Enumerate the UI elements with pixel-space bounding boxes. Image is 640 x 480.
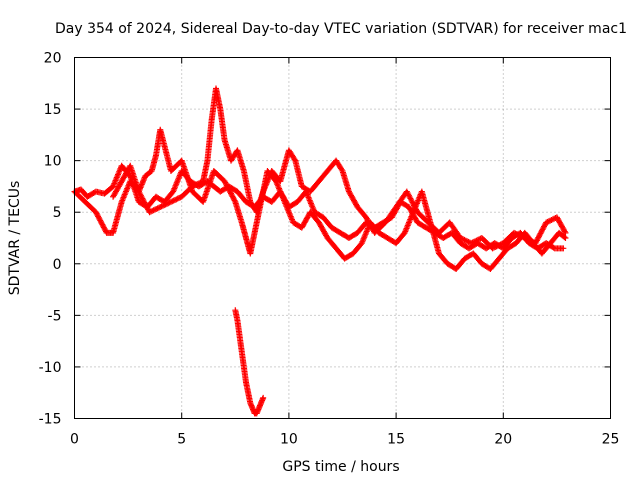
data-point-marker — [153, 205, 160, 212]
data-point-marker — [560, 245, 567, 252]
data-point-marker — [493, 243, 500, 250]
data-point-marker — [494, 242, 501, 249]
data-point-marker — [457, 235, 464, 241]
data-point-marker — [291, 156, 298, 163]
data-point-marker — [489, 245, 496, 252]
data-point-marker — [197, 179, 204, 186]
y-tick-label: -15 — [39, 412, 62, 428]
data-point-marker — [464, 238, 471, 245]
data-point-marker — [458, 235, 465, 242]
data-point-marker — [338, 166, 345, 173]
y-tick-label: 5 — [53, 205, 62, 221]
data-point-marker — [548, 216, 555, 223]
series-track-b — [71, 85, 569, 252]
data-point-marker — [513, 231, 520, 238]
series-track-d — [232, 307, 267, 417]
data-point-marker — [165, 200, 172, 207]
chart-title: Day 354 of 2024, Sidereal Day-to-day VTE… — [55, 21, 627, 37]
data-point-marker — [474, 236, 481, 243]
data-point-marker — [550, 244, 557, 251]
data-point-marker — [158, 203, 165, 210]
grid-layer — [74, 57, 611, 419]
data-point-marker — [462, 237, 469, 244]
data-point-marker — [167, 198, 174, 205]
x-tick-label: 0 — [70, 432, 79, 448]
data-point-marker — [511, 229, 518, 236]
y-tick-label: 20 — [44, 51, 62, 67]
data-point-marker — [157, 204, 164, 211]
y-tick-label: 0 — [53, 257, 62, 273]
data-point-marker — [147, 208, 154, 215]
data-point-marker — [492, 244, 499, 251]
data-point-marker — [176, 195, 183, 202]
x-tick-label: 25 — [602, 432, 620, 448]
data-point-marker — [460, 236, 467, 243]
data-point-marker — [260, 394, 267, 401]
data-point-marker — [472, 238, 479, 245]
data-point-marker — [146, 209, 153, 216]
y-tick-label: -10 — [39, 360, 62, 376]
data-point-marker — [154, 205, 161, 212]
data-point-marker — [193, 181, 200, 188]
x-tick-label: 20 — [494, 432, 512, 448]
data-point-marker — [196, 180, 203, 187]
data-point-marker — [497, 241, 504, 248]
data-point-marker — [170, 197, 177, 204]
data-point-marker — [461, 236, 468, 243]
data-point-marker — [562, 229, 569, 236]
data-point-marker — [159, 202, 166, 209]
data-point-marker — [161, 202, 168, 209]
data-point-marker — [465, 238, 472, 245]
data-point-marker — [163, 200, 170, 207]
series-layer — [71, 85, 569, 417]
plot-frame — [74, 57, 611, 419]
data-point-marker — [561, 234, 568, 241]
y-tick-label: 10 — [44, 154, 62, 170]
data-point-marker — [194, 180, 201, 187]
x-axis-label: GPS time / hours — [282, 459, 399, 475]
data-point-marker — [490, 244, 497, 251]
data-point-marker — [549, 216, 556, 223]
data-point-marker — [468, 240, 475, 247]
data-point-marker — [545, 218, 552, 225]
data-point-marker — [162, 201, 169, 208]
data-point-marker — [231, 197, 238, 204]
data-point-marker — [562, 235, 569, 241]
data-point-marker — [544, 218, 551, 225]
data-point-marker — [547, 217, 554, 224]
data-point-marker — [173, 196, 180, 203]
data-point-marker — [169, 198, 176, 205]
series-track-c — [110, 126, 569, 272]
x-tick-label: 15 — [387, 432, 405, 448]
y-tick-label: -5 — [48, 308, 62, 324]
data-point-marker — [470, 238, 477, 245]
data-point-marker — [166, 199, 173, 206]
data-point-marker — [473, 237, 480, 244]
data-point-marker — [543, 219, 550, 226]
data-point-marker — [512, 230, 519, 237]
data-point-marker — [155, 204, 162, 211]
data-point-marker — [469, 239, 476, 246]
data-point-marker — [172, 196, 178, 203]
y-tick-label: 15 — [44, 102, 62, 118]
data-point-marker — [174, 195, 181, 202]
data-point-marker — [149, 207, 156, 214]
y-axis-label: SDTVAR / TECUs — [7, 181, 23, 296]
data-point-marker — [561, 228, 568, 235]
data-point-marker — [151, 206, 158, 213]
x-tick-label: 10 — [280, 432, 298, 448]
x-tick-label: 5 — [177, 432, 186, 448]
y-tick-labels: -15 -10 -5 0 5 10 15 20 — [39, 51, 62, 428]
data-point-marker — [150, 207, 157, 214]
data-point-marker — [496, 242, 503, 249]
x-tick-labels: 0 5 10 15 20 25 — [70, 432, 619, 448]
